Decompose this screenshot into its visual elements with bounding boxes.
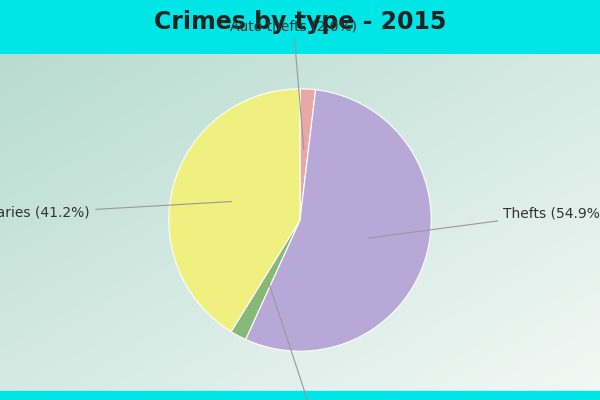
- Bar: [0, 0, 600, 54]
- Wedge shape: [169, 89, 300, 332]
- Wedge shape: [231, 220, 300, 340]
- Text: City-Data.com: City-Data.com: [487, 72, 582, 85]
- Wedge shape: [245, 90, 431, 351]
- Bar: [0, 391, 600, 400]
- Text: Burglaries (41.2%): Burglaries (41.2%): [0, 202, 232, 220]
- Wedge shape: [300, 89, 316, 220]
- Text: Assaults (2.0%): Assaults (2.0%): [259, 283, 367, 400]
- Text: Thefts (54.9%): Thefts (54.9%): [368, 206, 600, 238]
- Text: Crimes by type - 2015: Crimes by type - 2015: [154, 10, 446, 34]
- Text: Auto thefts (2.0%): Auto thefts (2.0%): [230, 20, 357, 149]
